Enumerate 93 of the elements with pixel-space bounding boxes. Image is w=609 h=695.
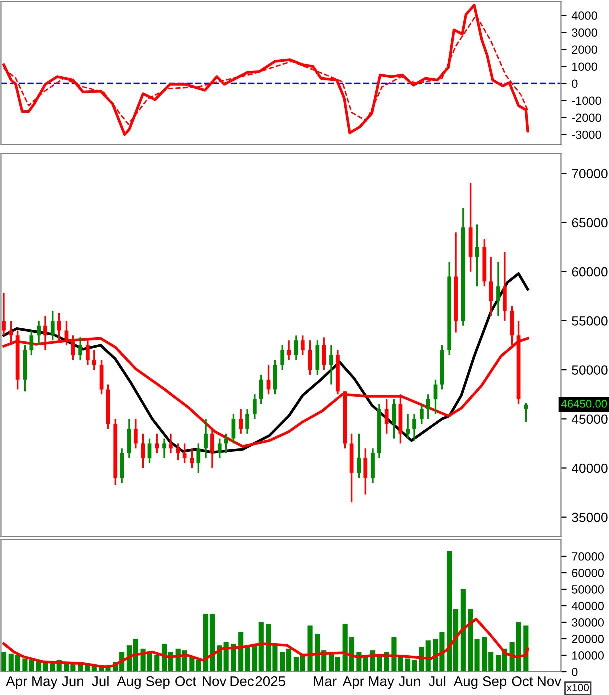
bar (308, 626, 313, 672)
candlestick (224, 433, 228, 454)
candlestick (92, 350, 96, 371)
line-series (2, 618, 530, 668)
candlestick (232, 413, 236, 445)
x-tick-label: Jun (62, 676, 84, 686)
bar (460, 590, 466, 672)
x-tick-label: Sep (146, 676, 170, 690)
x-tick-label: Oct (176, 676, 196, 686)
candlestick (300, 334, 305, 356)
y-tick-label: 3000 (572, 28, 598, 38)
x-tick-label: Apr (342, 676, 364, 690)
candlestick (196, 442, 201, 474)
candlestick (190, 448, 194, 470)
candlestick (330, 344, 334, 386)
x-tick-label: Aug (454, 676, 478, 690)
candlestick (134, 418, 138, 450)
candlestick (524, 402, 528, 423)
y-tick-label: 70000 (572, 169, 608, 179)
candlestick (280, 344, 285, 371)
candlestick (489, 256, 494, 317)
y-tick-label: 30000 (572, 618, 604, 627)
y-tick-label: 50000 (572, 366, 608, 375)
candlestick (384, 398, 389, 435)
y-tick-label: -2000 (572, 114, 602, 122)
candlestick (252, 394, 257, 420)
candlestick (218, 438, 222, 460)
y-tick-label: 35000 (572, 512, 608, 522)
y-tick-label: 0 (572, 80, 578, 88)
y-tick-label: 4000 (572, 12, 598, 20)
y-tick-label: 0 (572, 668, 578, 676)
y-tick-label: 50000 (572, 586, 604, 594)
candlestick (204, 418, 208, 460)
x-tick-label: Mar (314, 676, 337, 686)
candlestick (176, 442, 180, 462)
y-tick-label: -3000 (572, 130, 602, 140)
x-tick-label: 2025 (256, 676, 286, 686)
candlestick (30, 330, 34, 356)
candlestick (357, 433, 362, 479)
candlestick (496, 261, 500, 317)
candlestick (37, 320, 41, 346)
x-tick-label: Sep (483, 676, 507, 690)
line-series (2, 4, 530, 136)
y-tick-label: 10000 (572, 652, 604, 660)
candlestick (78, 336, 82, 362)
candlestick (420, 404, 424, 425)
y-tick-label: 55000 (572, 316, 608, 326)
x-tick-label: Apr (6, 676, 28, 690)
x-tick-label: Oct (512, 676, 534, 686)
candlestick (287, 340, 291, 362)
x-tick-label: Jun (398, 676, 420, 686)
bar (154, 656, 160, 672)
candlestick (426, 394, 430, 420)
x-tick-label: Dec (230, 676, 254, 686)
y-tick-label: 40000 (572, 602, 604, 610)
x-tick-label: Jul (428, 676, 446, 686)
candlestick (2, 292, 6, 337)
x-tick-label: Jul (92, 676, 109, 686)
candlestick (322, 336, 326, 371)
y-tick-label: -1000 (572, 96, 602, 106)
candlestick (86, 340, 90, 366)
candlestick (412, 413, 416, 442)
candlestick (364, 448, 368, 496)
candlestick (308, 340, 312, 376)
candlestick (406, 413, 410, 440)
y-tick-label: 1000 (572, 62, 598, 72)
candlestick (162, 438, 166, 460)
candlestick (148, 438, 152, 464)
candlestick (155, 433, 160, 454)
x-tick-label: May (32, 676, 58, 690)
candlestick (50, 310, 55, 342)
candlestick (259, 374, 264, 406)
y-tick-label: 60000 (572, 267, 608, 277)
candlestick (392, 398, 396, 440)
y-tick-label: 45000 (572, 414, 608, 424)
candlestick (182, 442, 187, 464)
x-tick-label: May (369, 676, 394, 690)
x-tick-label: Aug (117, 676, 141, 690)
y-tick-label: 65000 (572, 218, 608, 228)
text: 46450.00 (561, 400, 608, 408)
text: x100 (566, 684, 589, 692)
x-tick-label: Nov (203, 676, 227, 686)
y-tick-label: 40000 (572, 464, 608, 474)
y-tick-label: 60000 (572, 569, 604, 578)
y-tick-label: 20000 (572, 635, 604, 644)
candlestick (246, 408, 250, 435)
x-tick-label: Nov (538, 676, 562, 686)
candlestick (239, 408, 244, 435)
y-tick-label: 2000 (572, 46, 598, 54)
candlestick (141, 433, 146, 470)
y-tick-label: 70000 (572, 552, 604, 561)
candlestick (294, 334, 298, 362)
candlestick (169, 433, 173, 454)
